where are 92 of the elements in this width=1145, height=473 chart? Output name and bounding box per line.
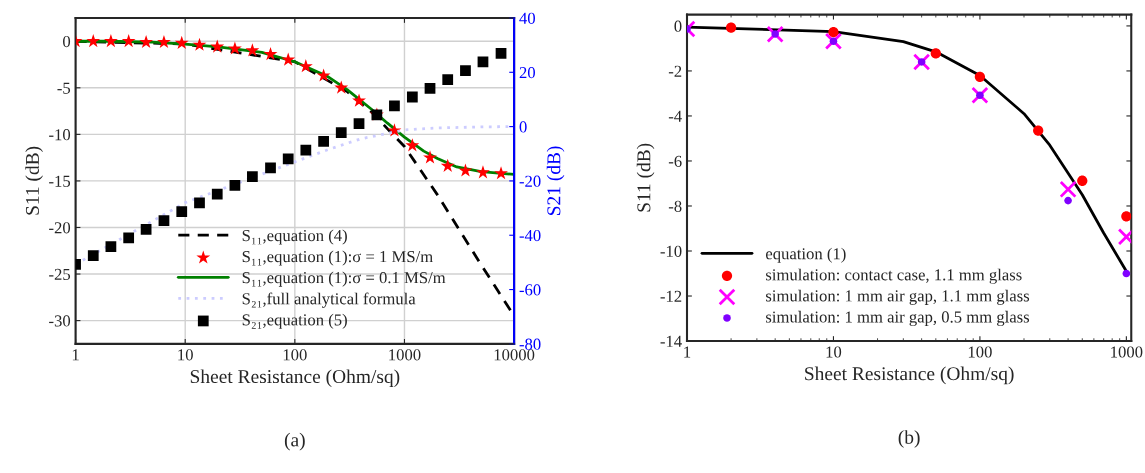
y2-tick-label: 40 — [519, 12, 535, 24]
point — [335, 127, 347, 138]
legend-label: S₁₁,equation (4) — [242, 229, 347, 245]
point — [424, 82, 436, 94]
point — [458, 163, 473, 177]
x-tick-label: 10000 — [494, 349, 535, 361]
point — [352, 93, 366, 107]
point — [334, 80, 349, 94]
point — [316, 68, 331, 82]
point — [87, 250, 99, 261]
y-tick-label: -2 — [668, 65, 682, 77]
legend-label: simulation: 1 mm air gap, 1.1 mm glass — [766, 289, 1030, 305]
y-tick-label: -6 — [668, 155, 682, 167]
text: (b) — [898, 430, 920, 448]
y-tick-label: -10 — [660, 245, 682, 257]
point — [211, 188, 223, 200]
point — [300, 144, 312, 156]
y-tick-label: -4 — [668, 110, 682, 122]
point — [227, 41, 242, 55]
point — [105, 241, 117, 253]
point — [103, 33, 118, 48]
x-tick-label: 100 — [283, 349, 307, 361]
point — [174, 35, 189, 50]
point — [157, 34, 171, 49]
legend-label: equation (1) — [765, 247, 846, 263]
y2-tick-label: -60 — [519, 284, 541, 296]
legend-label: S₁₁,equation (1):σ = 0.1 MS/m — [242, 271, 446, 287]
point — [176, 206, 188, 217]
point — [353, 118, 365, 129]
y-tick-label: 0 — [674, 20, 682, 32]
point — [86, 33, 101, 48]
legend-label: S₁₁,equation (1):σ = 1 MS/m — [242, 250, 433, 266]
y-tick-label: -14 — [660, 335, 682, 347]
y2-tick-label: -40 — [519, 229, 541, 242]
y-tick-label: -5 — [57, 82, 71, 94]
y-tick-label: -30 — [49, 315, 71, 327]
legend-label: simulation: contact case, 1.1 mm glass — [766, 268, 1022, 284]
x-tick-label: 1 — [684, 346, 691, 358]
point — [298, 59, 313, 73]
legend-label: simulation: 1 mm air gap, 0.5 mm glass — [766, 310, 1030, 327]
point — [192, 37, 207, 51]
point — [140, 223, 152, 235]
x-tick-label: 10 — [826, 346, 842, 358]
point — [281, 52, 296, 66]
y2-tick-label: 0 — [519, 121, 527, 133]
y-tick-label: -8 — [668, 200, 682, 212]
legend-label: S₂₁,full analytical formula — [242, 292, 416, 308]
point — [405, 138, 420, 152]
y2-tick-label: 20 — [519, 66, 535, 79]
point — [387, 123, 402, 137]
x-axis-title: Sheet Resistance (Ohm/sq) — [805, 366, 1014, 385]
point — [139, 34, 154, 49]
point — [245, 43, 260, 57]
x-tick-label: 1000 — [389, 349, 421, 361]
x-tick-label: 10 — [178, 349, 193, 361]
x-axis-title: Sheet Resistance (Ohm/sq) — [190, 369, 400, 388]
y2-tick-label: -20 — [519, 175, 541, 187]
y2-tick-label: -80 — [519, 338, 541, 350]
point — [121, 33, 136, 48]
point — [282, 153, 294, 165]
y-axis-title: S11 (dB) — [636, 143, 655, 212]
point — [158, 215, 170, 226]
point — [229, 179, 241, 191]
point — [210, 39, 225, 53]
y-tick-label: -10 — [49, 129, 71, 141]
point — [440, 158, 455, 172]
point — [263, 47, 278, 61]
x-tick-label: 1000 — [1111, 346, 1143, 358]
point — [495, 47, 507, 59]
y2-axis-title: S21 (dB) — [546, 146, 565, 215]
point — [460, 65, 471, 77]
point — [247, 171, 258, 182]
x-tick-label: 1 — [72, 349, 79, 361]
point — [406, 91, 418, 103]
point — [476, 165, 490, 179]
point — [265, 162, 276, 174]
y-tick-label: -25 — [49, 268, 71, 280]
y-tick-label: -12 — [660, 290, 682, 302]
y-tick-label: -15 — [49, 175, 71, 187]
point — [389, 100, 400, 112]
y-tick-label: 0 — [63, 35, 71, 48]
y-axis-title: S11 (dB) — [25, 146, 43, 215]
point — [442, 74, 454, 85]
point — [123, 232, 135, 244]
text: (a) — [284, 432, 305, 451]
point — [194, 197, 205, 209]
y-tick-label: -20 — [49, 222, 71, 234]
x-tick-label: 100 — [968, 346, 992, 358]
point — [494, 166, 508, 180]
point — [318, 135, 329, 147]
point — [423, 150, 437, 164]
legend-label: S₂₁,equation (5) — [242, 313, 347, 329]
